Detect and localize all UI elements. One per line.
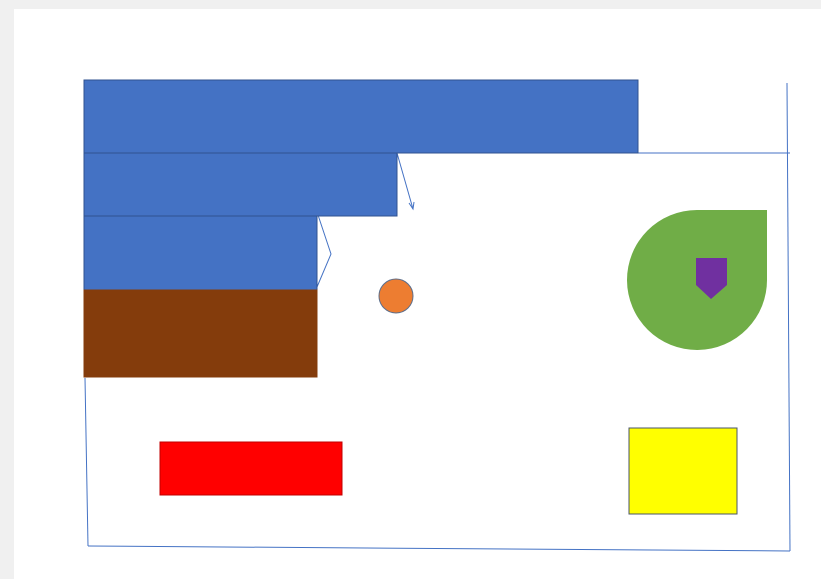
- blue-bar-top: [83, 79, 639, 154]
- blue-bar-middle: [83, 152, 398, 217]
- blue-bar-bottom: [83, 215, 318, 291]
- boundary-line-left: [84, 377, 89, 547]
- brown-rectangle: [83, 289, 318, 378]
- boundary-line-right: [786, 82, 791, 552]
- yellow-square: [628, 427, 738, 515]
- connector-arrows: [316, 152, 415, 288]
- purple-pentagon: [696, 258, 727, 299]
- arrow-head-upper: [408, 201, 415, 211]
- outline-lines: [84, 82, 791, 552]
- arrow-connector-upper: [396, 152, 414, 210]
- arrow-connector-lower: [316, 214, 332, 288]
- boundary-line-bottom: [87, 545, 791, 552]
- orange-circle: [378, 278, 414, 314]
- red-rectangle: [159, 441, 343, 496]
